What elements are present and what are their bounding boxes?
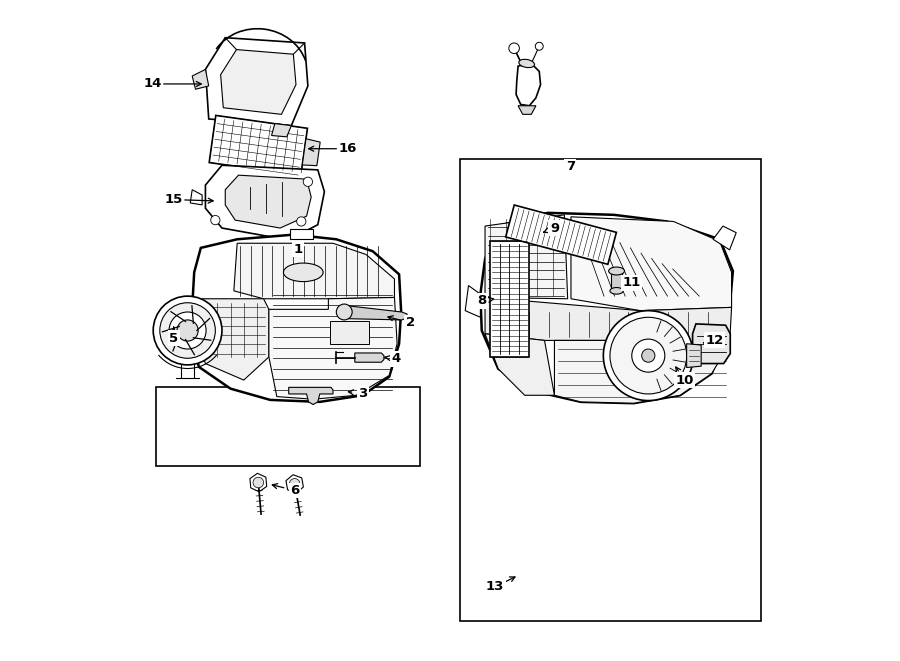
Bar [156, 387, 420, 466]
Polygon shape [611, 271, 622, 291]
Circle shape [536, 42, 544, 50]
Polygon shape [205, 38, 308, 126]
Polygon shape [220, 50, 296, 114]
Polygon shape [506, 205, 617, 264]
Text: 7: 7 [566, 160, 575, 173]
Text: 16: 16 [338, 142, 356, 155]
Text: 8: 8 [477, 294, 486, 307]
Circle shape [603, 311, 693, 401]
Ellipse shape [608, 267, 625, 275]
Polygon shape [179, 299, 191, 314]
Polygon shape [190, 190, 203, 205]
Polygon shape [687, 344, 701, 368]
Text: 1: 1 [293, 243, 302, 256]
Text: 14: 14 [143, 77, 162, 91]
Text: 4: 4 [392, 352, 400, 366]
Circle shape [610, 317, 687, 394]
Polygon shape [713, 226, 736, 250]
Circle shape [508, 43, 519, 54]
Text: 3: 3 [358, 387, 367, 400]
Polygon shape [355, 353, 384, 362]
Text: 2: 2 [406, 316, 415, 329]
Circle shape [169, 312, 206, 349]
Text: 13: 13 [486, 580, 504, 594]
Polygon shape [286, 475, 303, 493]
Polygon shape [693, 324, 730, 364]
Circle shape [253, 477, 264, 488]
Bar [490, 241, 529, 356]
Polygon shape [290, 229, 313, 239]
Circle shape [303, 177, 312, 186]
Polygon shape [193, 69, 209, 89]
Polygon shape [272, 124, 292, 137]
Circle shape [211, 215, 220, 225]
Text: 10: 10 [676, 373, 694, 387]
Polygon shape [485, 334, 554, 395]
Polygon shape [518, 106, 536, 114]
Text: 15: 15 [165, 193, 183, 206]
Polygon shape [205, 165, 324, 240]
Polygon shape [225, 175, 311, 228]
Polygon shape [516, 63, 541, 106]
Circle shape [177, 320, 198, 341]
Polygon shape [465, 286, 481, 317]
Polygon shape [485, 215, 568, 299]
Polygon shape [289, 387, 333, 405]
Bar [329, 321, 369, 344]
Polygon shape [485, 297, 732, 344]
Ellipse shape [284, 263, 323, 282]
Polygon shape [191, 235, 401, 402]
Text: 11: 11 [623, 276, 641, 290]
Text: 6: 6 [290, 484, 300, 497]
Polygon shape [344, 305, 407, 320]
Polygon shape [554, 340, 730, 403]
Polygon shape [234, 243, 394, 299]
Bar [460, 159, 760, 621]
Polygon shape [269, 297, 397, 399]
Circle shape [153, 296, 222, 365]
Circle shape [642, 349, 655, 362]
Ellipse shape [518, 59, 535, 67]
Text: 12: 12 [706, 334, 724, 347]
Circle shape [337, 304, 352, 320]
Polygon shape [571, 217, 732, 311]
Ellipse shape [610, 288, 623, 294]
Circle shape [297, 217, 306, 226]
Polygon shape [209, 116, 308, 175]
Circle shape [632, 339, 665, 372]
Circle shape [160, 303, 215, 358]
Text: 9: 9 [550, 221, 559, 235]
Polygon shape [199, 299, 269, 380]
Polygon shape [481, 213, 733, 403]
Polygon shape [302, 139, 320, 166]
Text: 5: 5 [169, 332, 178, 345]
Polygon shape [250, 473, 266, 492]
Circle shape [290, 479, 300, 489]
